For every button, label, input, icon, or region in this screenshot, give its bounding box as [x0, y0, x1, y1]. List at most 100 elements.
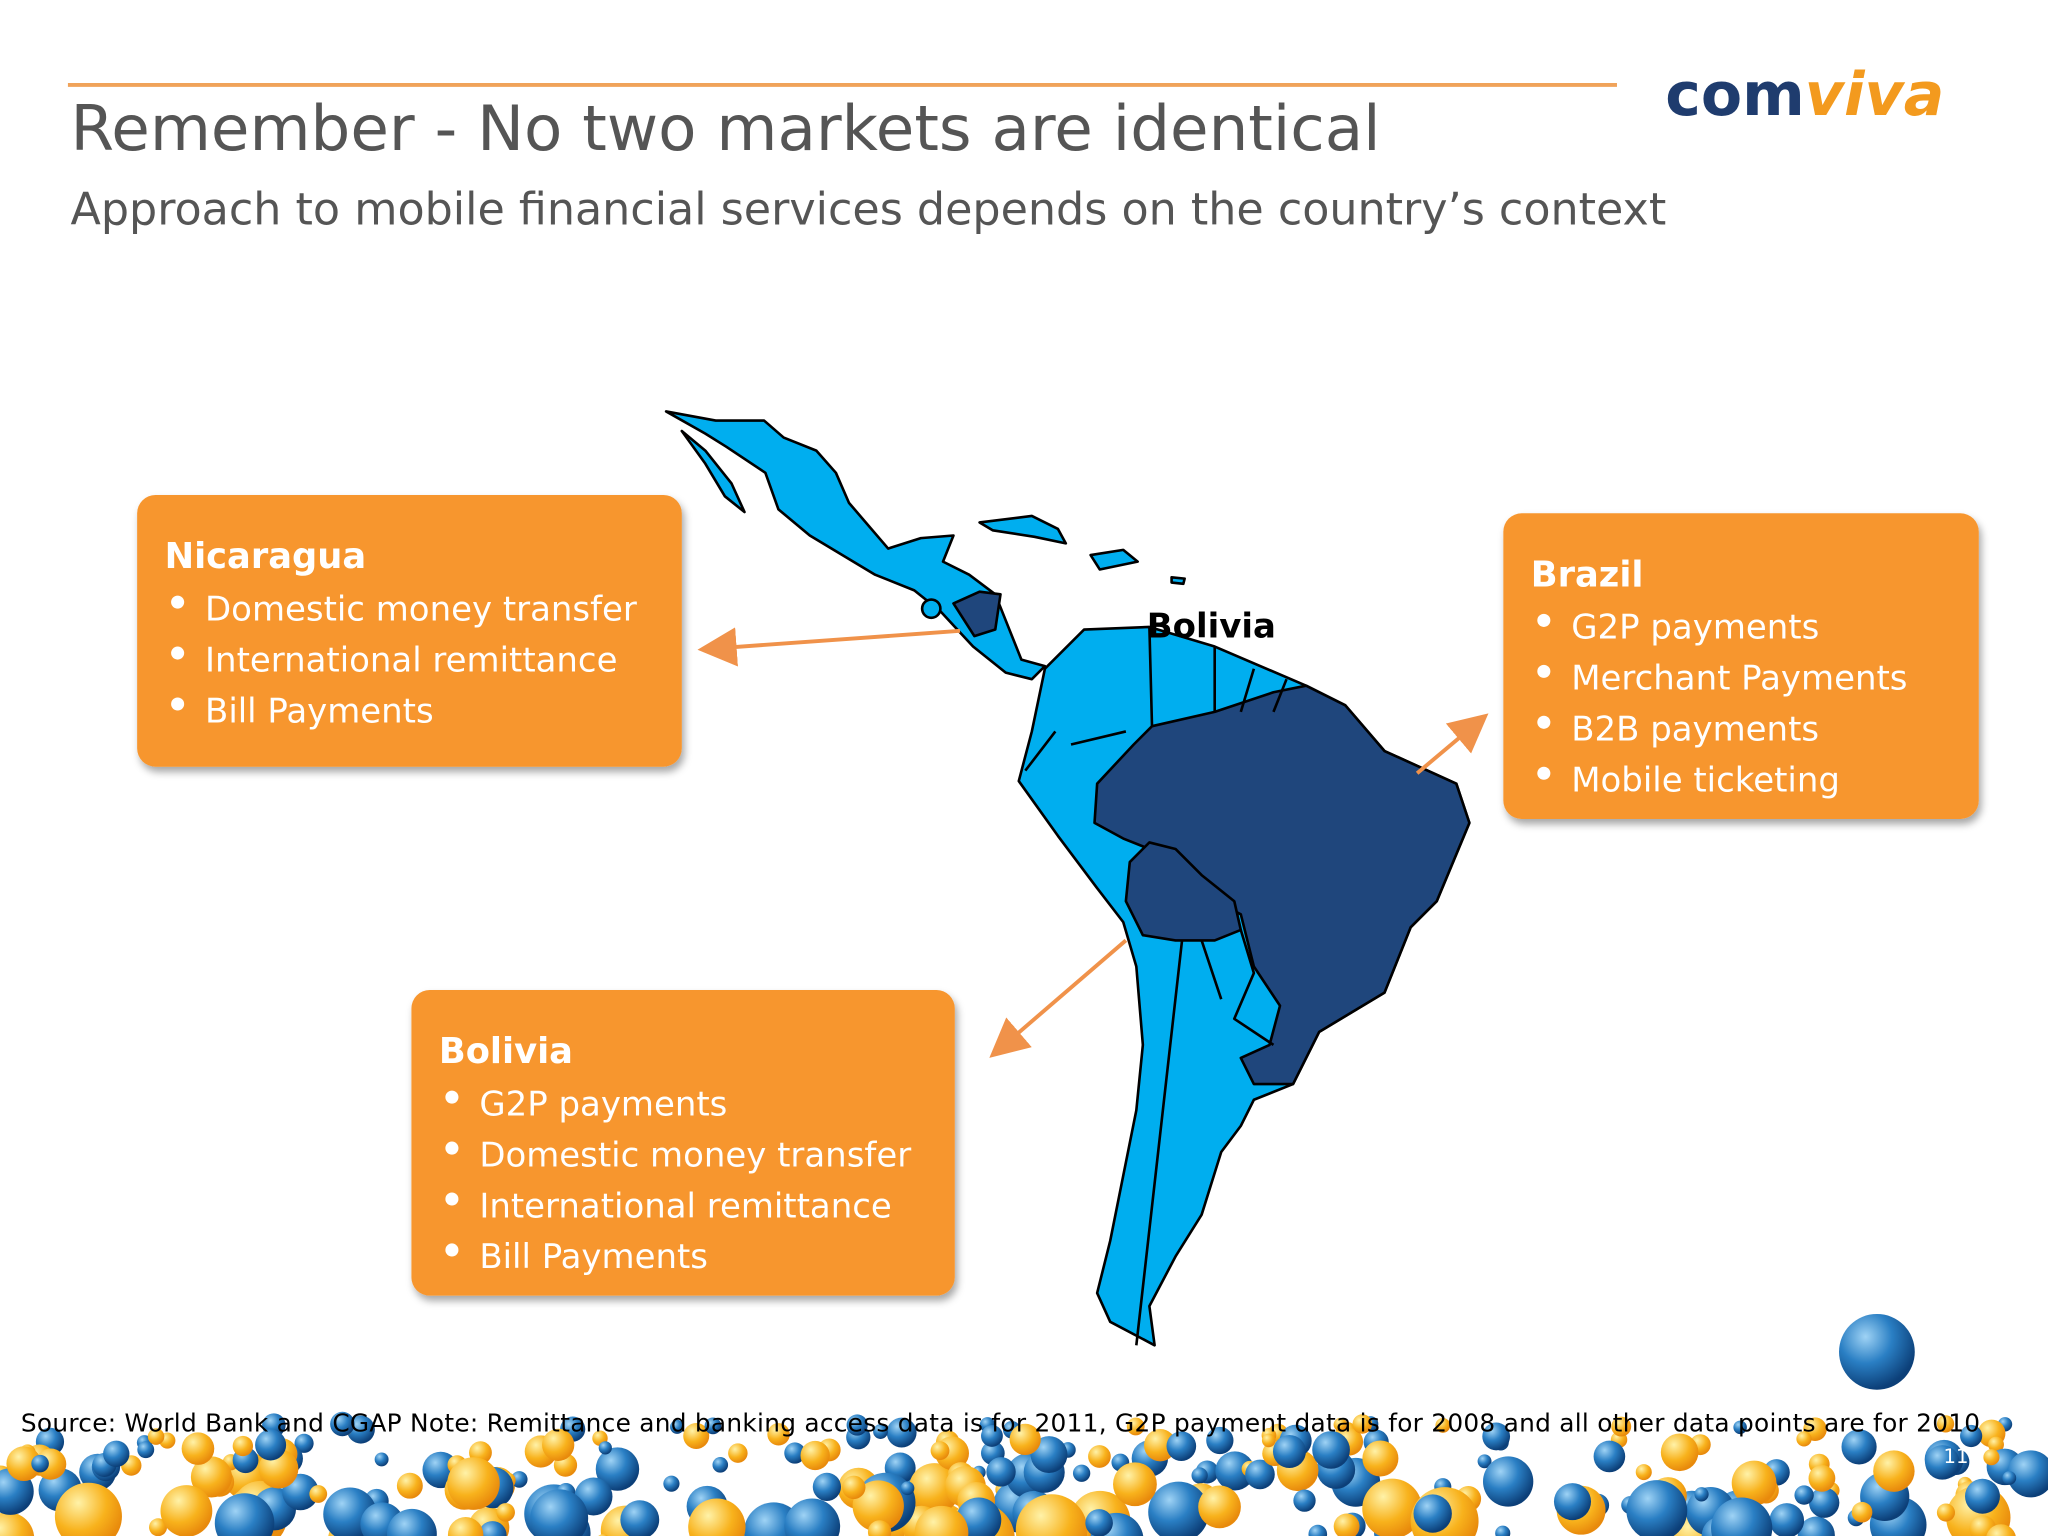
bubble [908, 1463, 960, 1515]
callout-item: G2P payments [1571, 608, 1819, 648]
bubble [0, 1512, 35, 1540]
bubble [1333, 1417, 1347, 1432]
callout-item: Mobile ticketing [1571, 761, 1840, 801]
bubble [6, 1446, 42, 1482]
nicaragua-shape [952, 590, 1002, 638]
bubble [620, 1500, 660, 1540]
bubble [1362, 1478, 1423, 1539]
bubble [496, 1503, 515, 1522]
bubble [2007, 1450, 2048, 1498]
borders [1024, 626, 1288, 1346]
bubble [1126, 1417, 1145, 1436]
source-note: Source: World Bank and CGAP Note: Remitt… [21, 1409, 1980, 1438]
bullet [1537, 715, 1551, 729]
bubble [1148, 1481, 1209, 1540]
hispaniola [1089, 548, 1139, 571]
bubble [1015, 1494, 1088, 1540]
bubble [396, 1472, 423, 1499]
bullet [171, 595, 185, 609]
callout-item: Domestic money transfer [479, 1135, 911, 1175]
bubble [232, 1435, 254, 1457]
bubble [846, 1414, 868, 1436]
bubble [842, 1475, 866, 1500]
bubble [1988, 1436, 2004, 1453]
islet [1170, 575, 1186, 586]
callout-box [1503, 513, 1979, 819]
bubble [530, 1489, 589, 1540]
bubble [1731, 1460, 1777, 1506]
bubble [1088, 1445, 1111, 1468]
callout-title: Bolivia [439, 1031, 573, 1072]
bubble [1072, 1464, 1091, 1482]
bubble [149, 1518, 168, 1537]
bubble [767, 1423, 790, 1446]
bubble [137, 1441, 155, 1459]
bubble [1694, 1487, 1709, 1502]
bubble [1166, 1431, 1197, 1461]
bubble [1198, 1485, 1241, 1529]
bubble [1333, 1513, 1360, 1540]
bubble [595, 1447, 640, 1491]
callout-item: International remittance [205, 640, 617, 680]
bubble [981, 1424, 1003, 1447]
bubble [867, 1520, 892, 1540]
callout: Brazil G2P payments Merchant Payments B2B p… [1503, 513, 1979, 819]
bubble [986, 1457, 1016, 1487]
bubble [1113, 1462, 1157, 1507]
bubble [1261, 1433, 1276, 1448]
bubble [1635, 1464, 1652, 1481]
bubble [1482, 1422, 1511, 1451]
arrow [697, 627, 961, 667]
bubble [900, 1481, 915, 1496]
bubble [54, 1482, 122, 1540]
bubble [2002, 1471, 2017, 1485]
bubble [1626, 1480, 1688, 1540]
bubble [255, 1429, 287, 1461]
bubble [309, 1485, 328, 1503]
callout-item: Merchant Payments [1571, 659, 1907, 699]
bubble [1936, 1503, 1956, 1522]
bubble [1312, 1431, 1350, 1469]
bullet [445, 1192, 459, 1206]
bullet [445, 1090, 459, 1104]
bubble [181, 1432, 215, 1465]
bubble [1733, 1420, 1747, 1435]
bubble [1191, 1467, 1208, 1484]
bubble [598, 1441, 612, 1455]
bubble [704, 1417, 722, 1435]
bullet [171, 646, 185, 660]
callout-item: International remittance [479, 1186, 891, 1226]
callout-item: Domestic money transfer [205, 589, 637, 629]
callout-item: B2B payments [1571, 710, 1819, 750]
callout-box [411, 990, 955, 1296]
bubble [1841, 1429, 1877, 1465]
callout-item: Bill Payments [205, 691, 434, 731]
bullet [171, 697, 185, 711]
bubble [1925, 1445, 1960, 1480]
bubble [510, 1471, 528, 1488]
bubble [1553, 1483, 1592, 1521]
bubble [1477, 1454, 1492, 1469]
islet [920, 598, 942, 620]
callout-box [137, 495, 682, 767]
bubble [1794, 1485, 1814, 1505]
bubble [852, 1480, 904, 1532]
bubble [1085, 1509, 1113, 1537]
bubble [1206, 1426, 1234, 1455]
bubble [812, 1472, 842, 1502]
bubble [190, 1456, 232, 1498]
bolivia-shape [1124, 841, 1243, 942]
logo-part: viva [1805, 60, 1944, 130]
bubble [294, 1433, 314, 1453]
bubble [800, 1440, 830, 1471]
bullet [1537, 664, 1551, 678]
page-number: 11 [1944, 1445, 1969, 1468]
logo-part: com [1665, 60, 1805, 130]
map-label: Bolivia [1147, 606, 1276, 646]
bubble [1245, 1459, 1275, 1490]
bubble [103, 1440, 130, 1468]
bubble [1293, 1489, 1316, 1512]
arrow [1415, 713, 1489, 775]
bullet [1537, 613, 1551, 627]
